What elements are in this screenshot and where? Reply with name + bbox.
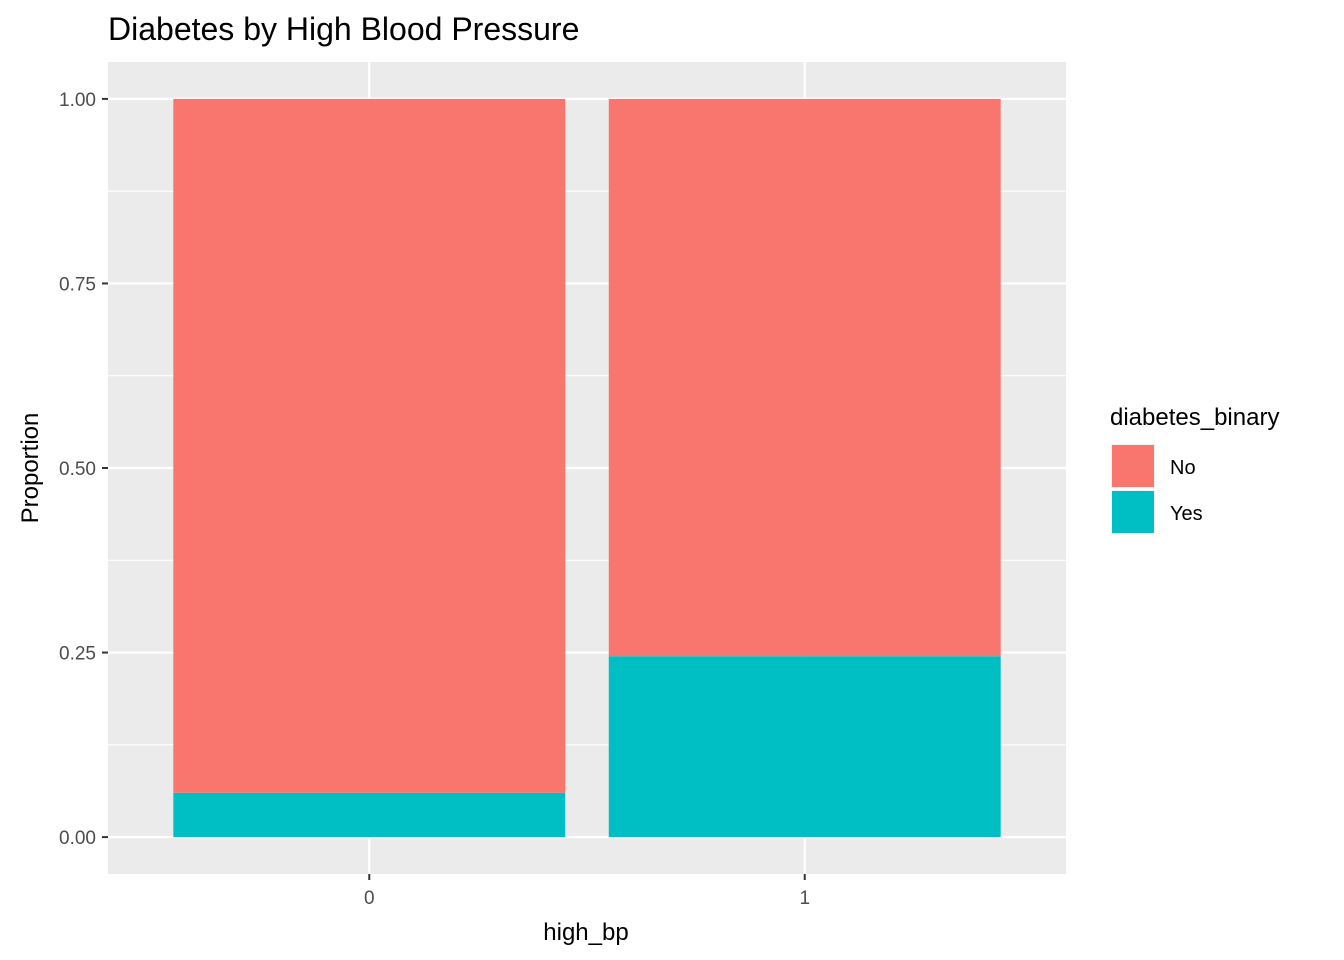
y-axis: 0.00 0.25 0.50 0.75 1.00 [59, 90, 108, 849]
chart-title: Diabetes by High Blood Pressure [108, 11, 579, 47]
legend-title: diabetes_binary [1110, 404, 1279, 431]
x-tick-label: 0 [364, 888, 375, 909]
legend-swatch-no [1112, 445, 1154, 487]
bar-segment-yes-1 [608, 656, 1001, 838]
bars [173, 98, 1001, 838]
y-tick-label: 0.50 [59, 459, 96, 480]
y-tick-label: 0.75 [59, 274, 96, 295]
legend-label-no: No [1170, 457, 1196, 479]
legend-label-yes: Yes [1170, 503, 1203, 525]
bar-segment-no-0 [173, 98, 566, 793]
legend: diabetes_binary No Yes [1110, 404, 1279, 534]
bar-segment-yes-0 [173, 792, 566, 838]
y-tick-label: 0.00 [59, 828, 96, 849]
legend-swatch-yes [1112, 491, 1154, 533]
y-tick-label: 0.25 [59, 644, 96, 665]
bar-segment-no-1 [608, 98, 1001, 657]
y-axis-title: Proportion [17, 413, 44, 524]
x-axis-title: high_bp [543, 919, 628, 946]
x-tick-label: 1 [799, 888, 810, 909]
y-tick-label: 1.00 [59, 90, 96, 111]
